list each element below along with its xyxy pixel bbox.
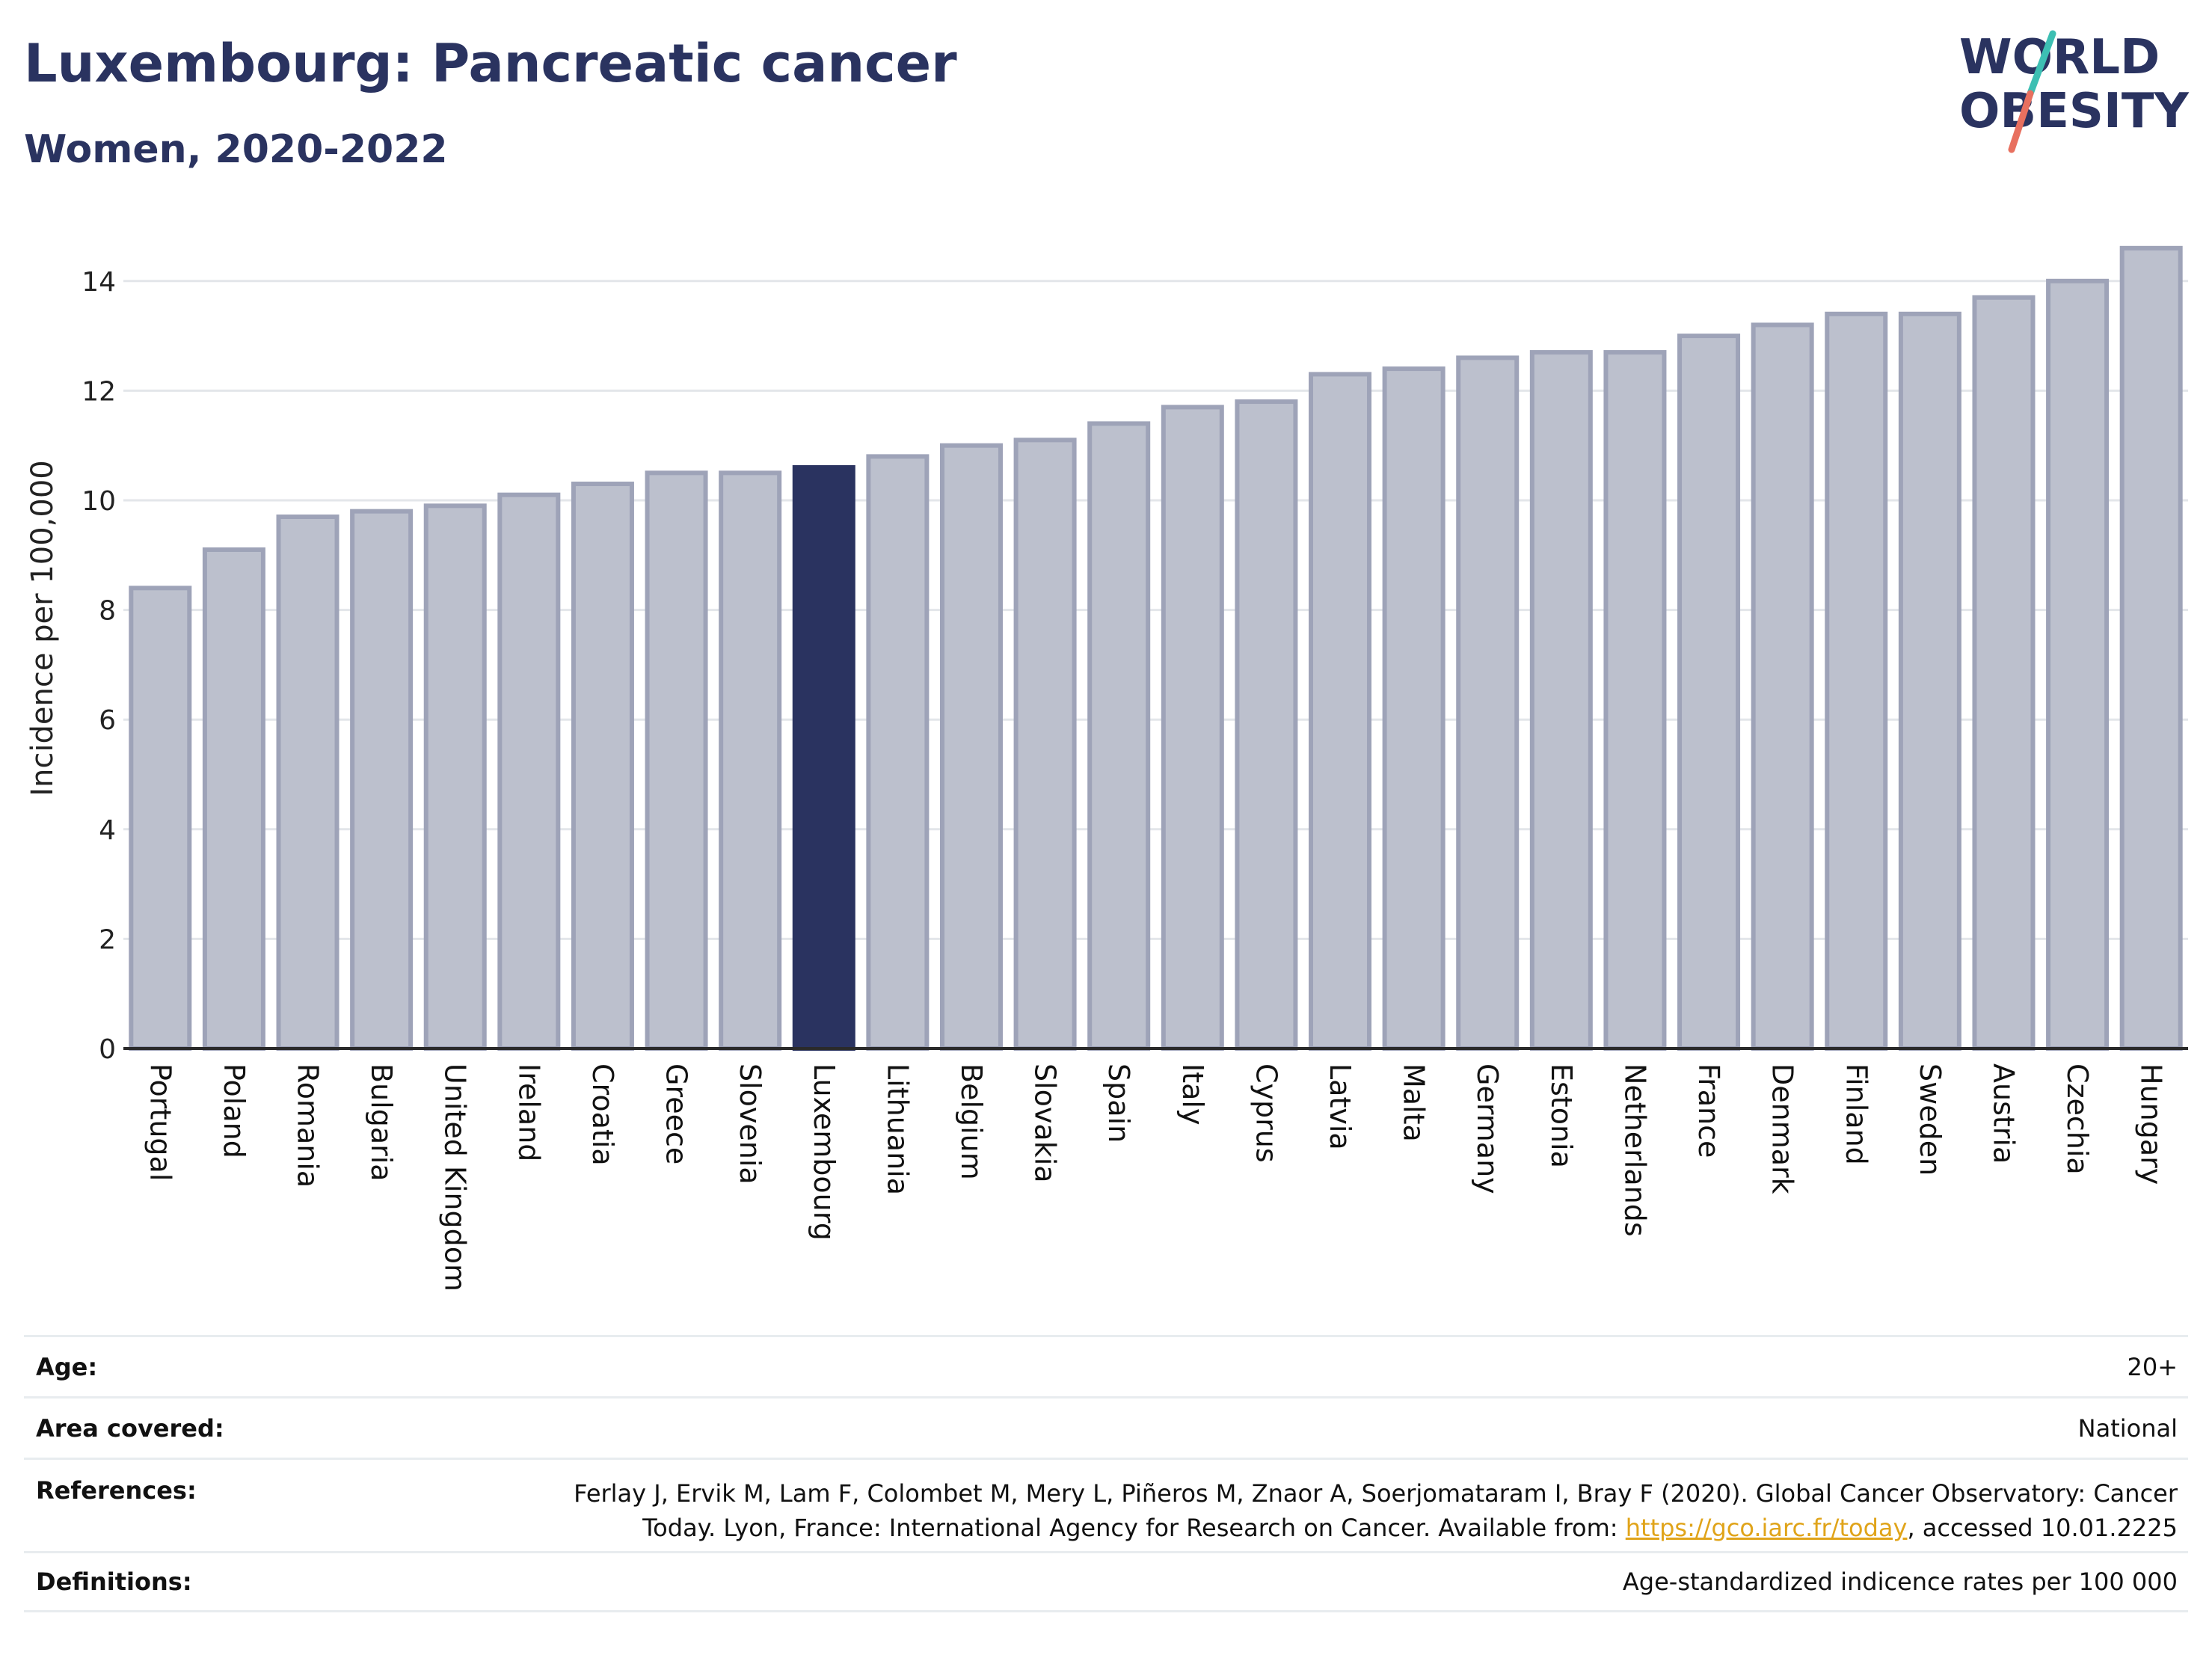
y-tick-label: 8 [99,596,116,627]
bar-poland [202,547,265,1051]
bar-greece [645,470,708,1051]
references-line2-post: , accessed 10.01.2225 [1907,1514,2178,1542]
bar-slovenia [719,470,782,1051]
logo-line1: WORLD [1959,30,2160,85]
references-value: Ferlay J, Ervik M, Lam F, Colombet M, Me… [574,1476,2188,1545]
x-tick-label: Finland [1840,1063,1872,1165]
page-subtitle: Women, 2020-2022 [24,127,448,172]
bar-austria [1972,295,2036,1051]
references-line1: Ferlay J, Ervik M, Lam F, Colombet M, Me… [574,1479,2178,1508]
x-tick-label: Sweden [1914,1063,1947,1176]
x-tick-label: Latvia [1324,1063,1357,1150]
y-tick-label: 2 [99,924,116,955]
bar-france [1677,334,1741,1051]
bar-finland [1825,311,1888,1051]
bar-latvia [1309,372,1372,1051]
bar-lithuania [866,454,930,1051]
bar-sweden [1898,311,1961,1051]
references-link[interactable]: https://gco.iarc.fr/today [1625,1514,1908,1542]
bar-portugal [129,586,192,1051]
x-tick-label: Hungary [2135,1063,2168,1185]
x-tick-label: France [1692,1063,1725,1158]
x-tick-label: Luxembourg [808,1063,841,1241]
x-tick-label: Italy [1176,1063,1209,1125]
age-label: Age: [36,1352,98,1381]
x-tick-label: Slovakia [1029,1063,1062,1183]
x-tick-label: Austria [1987,1063,2020,1164]
bar-luxembourg [792,465,855,1051]
bar-belgium [939,443,1003,1051]
definitions-label: Definitions: [36,1568,192,1596]
info-row-definitions: Definitions: Age-standardized indicence … [24,1551,2188,1612]
x-tick-label: Czechia [2061,1063,2094,1175]
x-tick-label: United Kingdom [439,1063,472,1292]
x-tick-label: Croatia [586,1063,619,1166]
x-tick-label: Portugal [144,1063,176,1181]
x-tick-label: Greece [660,1063,693,1164]
x-tick-label: Malta [1398,1063,1431,1142]
bar-ireland [497,492,561,1051]
world-obesity-logo: WORLD OBESITY [1959,30,2189,153]
x-tick-label: Romania [292,1063,325,1188]
x-tick-label: Estonia [1545,1063,1578,1168]
age-value: 20+ [2127,1352,2178,1381]
bar-italy [1161,405,1224,1051]
area-label: Area covered: [36,1413,224,1443]
area-value: National [2077,1413,2178,1443]
y-tick-label: 4 [99,815,116,846]
x-tick-label: Cyprus [1250,1063,1282,1163]
page-title: Luxembourg: Pancreatic cancer [24,33,957,94]
bar-netherlands [1603,350,1667,1051]
bar-denmark [1751,322,1814,1051]
y-tick-label: 10 [82,486,116,517]
references-line2-pre: Today. Lyon, France: International Agenc… [642,1514,1626,1542]
info-table: Age: 20+ Area covered: National Referenc… [24,1335,2188,1612]
x-tick-label: Belgium [955,1063,988,1180]
bar-hungary [2119,245,2183,1051]
x-tick-label: Netherlands [1618,1063,1651,1237]
x-tick-label: Germany [1471,1063,1504,1194]
bar-malta [1382,366,1446,1051]
y-tick-label: 6 [99,705,116,736]
logo-slash-teal [2027,30,2056,97]
info-row-area: Area covered: National [24,1396,2188,1458]
bar-bulgaria [350,509,414,1051]
bar-chart: 0 2 4 6 8 10 12 14 Incidence per 100,000 Portugal… [25,245,2188,1292]
bar-slovakia [1013,437,1077,1051]
x-tick-label: Bulgaria [365,1063,398,1182]
x-tick-label: Spain [1102,1063,1135,1143]
bar-estonia [1529,350,1593,1051]
bar-united-kingdom [423,503,487,1051]
logo-line2: OBESITY [1959,84,2189,139]
x-tick-label: Lithuania [881,1063,914,1195]
bar-cyprus [1235,399,1298,1051]
bar-croatia [571,482,634,1051]
bar-spain [1087,421,1151,1051]
x-tick-label: Ireland [512,1063,545,1161]
y-tick-label: 14 [82,267,116,298]
logo-slash-coral [2008,90,2034,153]
x-tick-label: Poland [218,1063,251,1158]
x-tick-label: Slovenia [734,1063,766,1185]
x-tick-label: Denmark [1766,1063,1799,1194]
y-tick-label: 0 [99,1034,116,1065]
definitions-value: Age-standardized indicence rates per 100… [1622,1568,2178,1596]
y-axis-label: Incidence per 100,000 [25,460,60,796]
info-row-references: References: Ferlay J, Ervik M, Lam F, Co… [24,1458,2188,1551]
info-row-age: Age: 20+ [24,1335,2188,1396]
references-label: References: [36,1476,197,1505]
bar-czechia [2046,278,2110,1051]
y-tick-label: 12 [82,376,116,407]
bar-germany [1456,355,1520,1051]
bar-romania [276,514,340,1051]
